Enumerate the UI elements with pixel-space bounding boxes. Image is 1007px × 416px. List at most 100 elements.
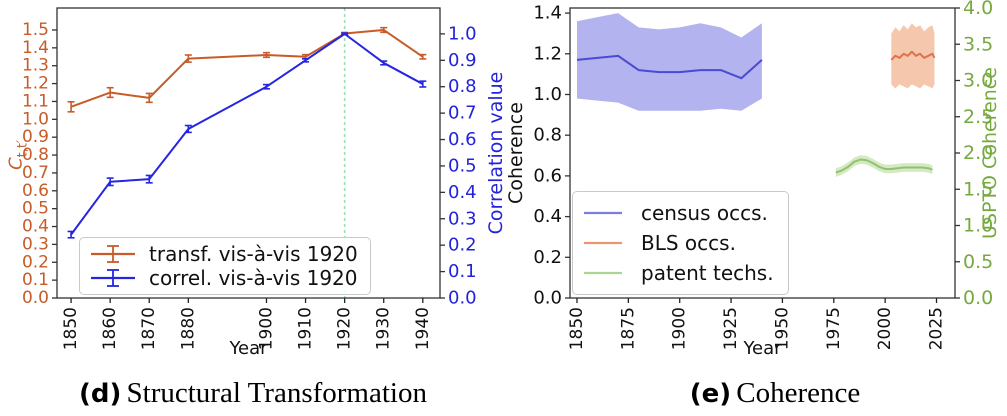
legend-line-swatch [584,211,622,215]
caption-e: (e) Coherence [555,377,995,410]
y-tick-label-right: 0.0 [963,287,993,309]
x-tick-label: 1940 [413,307,433,350]
legend-structural: transf. vis-à-vis 1920 correl. vis-à-vis … [79,237,371,295]
confidence-band [576,13,762,111]
x-tick-label: 1850 [61,307,81,350]
y-tick-label-right: 0.0 [448,288,477,309]
x-tick-label: 1875 [618,307,638,350]
legend-label: correl. vis-à-vis 1920 [149,266,358,290]
x-tick-label: 1950 [772,307,792,350]
y-tick-label-left: 1.4 [533,3,562,24]
y-tick-label-right: 2.0 [963,142,993,164]
y-tick-label-right: 0.5 [963,251,993,273]
y-tick-label-right: 0.4 [448,182,477,203]
y-tick-label-left: 1.3 [22,56,49,76]
y-tick-label-left: 0.5 [22,199,49,219]
y-tick-label-left: 1.0 [533,84,562,105]
caption-d-text: Structural Transformation [126,377,427,409]
x-tick-label: 1925 [721,307,741,350]
series-line [835,158,933,174]
y-tick-label-left: 1.2 [533,43,562,64]
y-tick-label-left: 0.1 [22,270,49,290]
y-tick-label-left: 1.0 [22,109,49,129]
x-tick-label: 1920 [335,307,355,350]
x-tick-label: 1930 [374,307,394,350]
y-tick-label-right: 3.5 [963,33,993,55]
y-tick-label-left: 1.2 [22,74,49,94]
y-tick-label-left: 0.8 [533,125,562,146]
y-tick-label-left: 1.4 [22,38,49,58]
x-tick-label: 1900 [256,307,276,350]
x-axis-label: Year [228,338,268,359]
y-tick-label-left: 0.6 [22,181,49,201]
y-tick-label-left: 0.4 [533,206,562,227]
legend-line-swatch [91,269,135,287]
y-tick-label-right: 1.5 [963,178,993,200]
x-tick-label: 1975 [824,307,844,350]
legend-entry: census occs. [583,198,774,228]
y-axis-label-right: USPTO Coherence [979,67,1001,239]
legend-line-swatch [584,241,622,245]
caption-d-tag: (d) [79,379,122,409]
series-line [576,54,763,80]
y-tick-label-left: 0.3 [22,234,49,254]
y-tick-label-right: 0.8 [448,76,477,97]
y-tick-label-left: 0.0 [533,288,562,309]
legend-entry: transf. vis-à-vis 1920 [90,242,358,266]
x-axis-label: Year [742,338,782,359]
x-tick-label: 1880 [178,307,198,350]
legend-entry: patent techs. [583,258,774,288]
confidence-band [891,23,935,89]
y-tick-label-right: 0.1 [448,261,477,282]
y-tick-label-left: 0.0 [22,288,49,308]
y-tick-label-right: 0.5 [448,155,477,176]
y-tick-label-left: 0.7 [22,163,49,183]
legend-line-swatch [584,271,622,275]
legend-entry: BLS occs. [583,228,774,258]
y-tick-label-left: 0.8 [22,145,49,165]
y-tick-label-right: 0.3 [448,208,477,229]
y-tick-label-right: 0.9 [448,50,477,71]
chart-coherence: 1850 1875 1900 1925 1950 1975 2000 2025 0.0 0.2 0.… [505,0,1001,359]
y-tick-label-right: 2.5 [963,106,993,128]
legend-label: patent techs. [641,261,774,285]
y-tick-label-right: 0.6 [448,129,477,150]
legend-entry: correl. vis-à-vis 1920 [90,266,358,290]
y-tick-label-left: 1.1 [22,91,49,111]
y-tick-label-left: 0.4 [22,217,49,237]
y-axis-label-left: Coherence [505,102,527,204]
y-tick-label-right: 1.0 [963,215,993,237]
y-tick-label-left: 0.9 [22,127,49,147]
y-tick-label-left: 0.2 [22,252,49,272]
x-tick-label: 1850 [567,307,587,350]
y-tick-label-right: 0.2 [448,235,477,256]
x-tick-label: 2025 [927,307,947,350]
series-line [890,50,936,61]
y-tick-label-right: 4.0 [963,0,993,19]
y-axis-label-right: Correlation value [485,72,503,235]
caption-e-text: Coherence [736,377,861,409]
x-tick-label: 2000 [875,307,895,350]
legend-label: transf. vis-à-vis 1920 [149,242,358,266]
legend-label: BLS occs. [641,231,736,255]
x-tick-label: 1900 [670,307,690,350]
series-line [70,28,424,108]
y-axis-label-ctt: Ct,t′ [6,140,31,170]
y-tick-label-left: 1.5 [22,20,49,40]
y-tick-label-right: 1.0 [448,23,477,44]
legend-label: census occs. [641,201,768,225]
x-tick-label: 1910 [296,307,316,350]
ctt-main: C [5,157,27,170]
y-tick-label-right: 0.7 [448,103,477,124]
x-tick-label: 1870 [139,307,159,350]
legend-coherence: census occs. BLS occs. patent techs. [572,191,789,295]
caption-d: (d) Structural Transformation [58,377,448,410]
ctt-sub: t,t′ [15,140,31,158]
y-tick-label-left: 0.2 [533,247,562,268]
legend-line-swatch [91,245,135,263]
chart-structural-transformation: 1850 1860 1870 1880 1900 1910 1920 1930 19400.00… [22,7,503,359]
plot-border [56,7,441,299]
y-tick-label-left: 0.6 [533,165,562,186]
caption-e-tag: (e) [689,379,732,409]
